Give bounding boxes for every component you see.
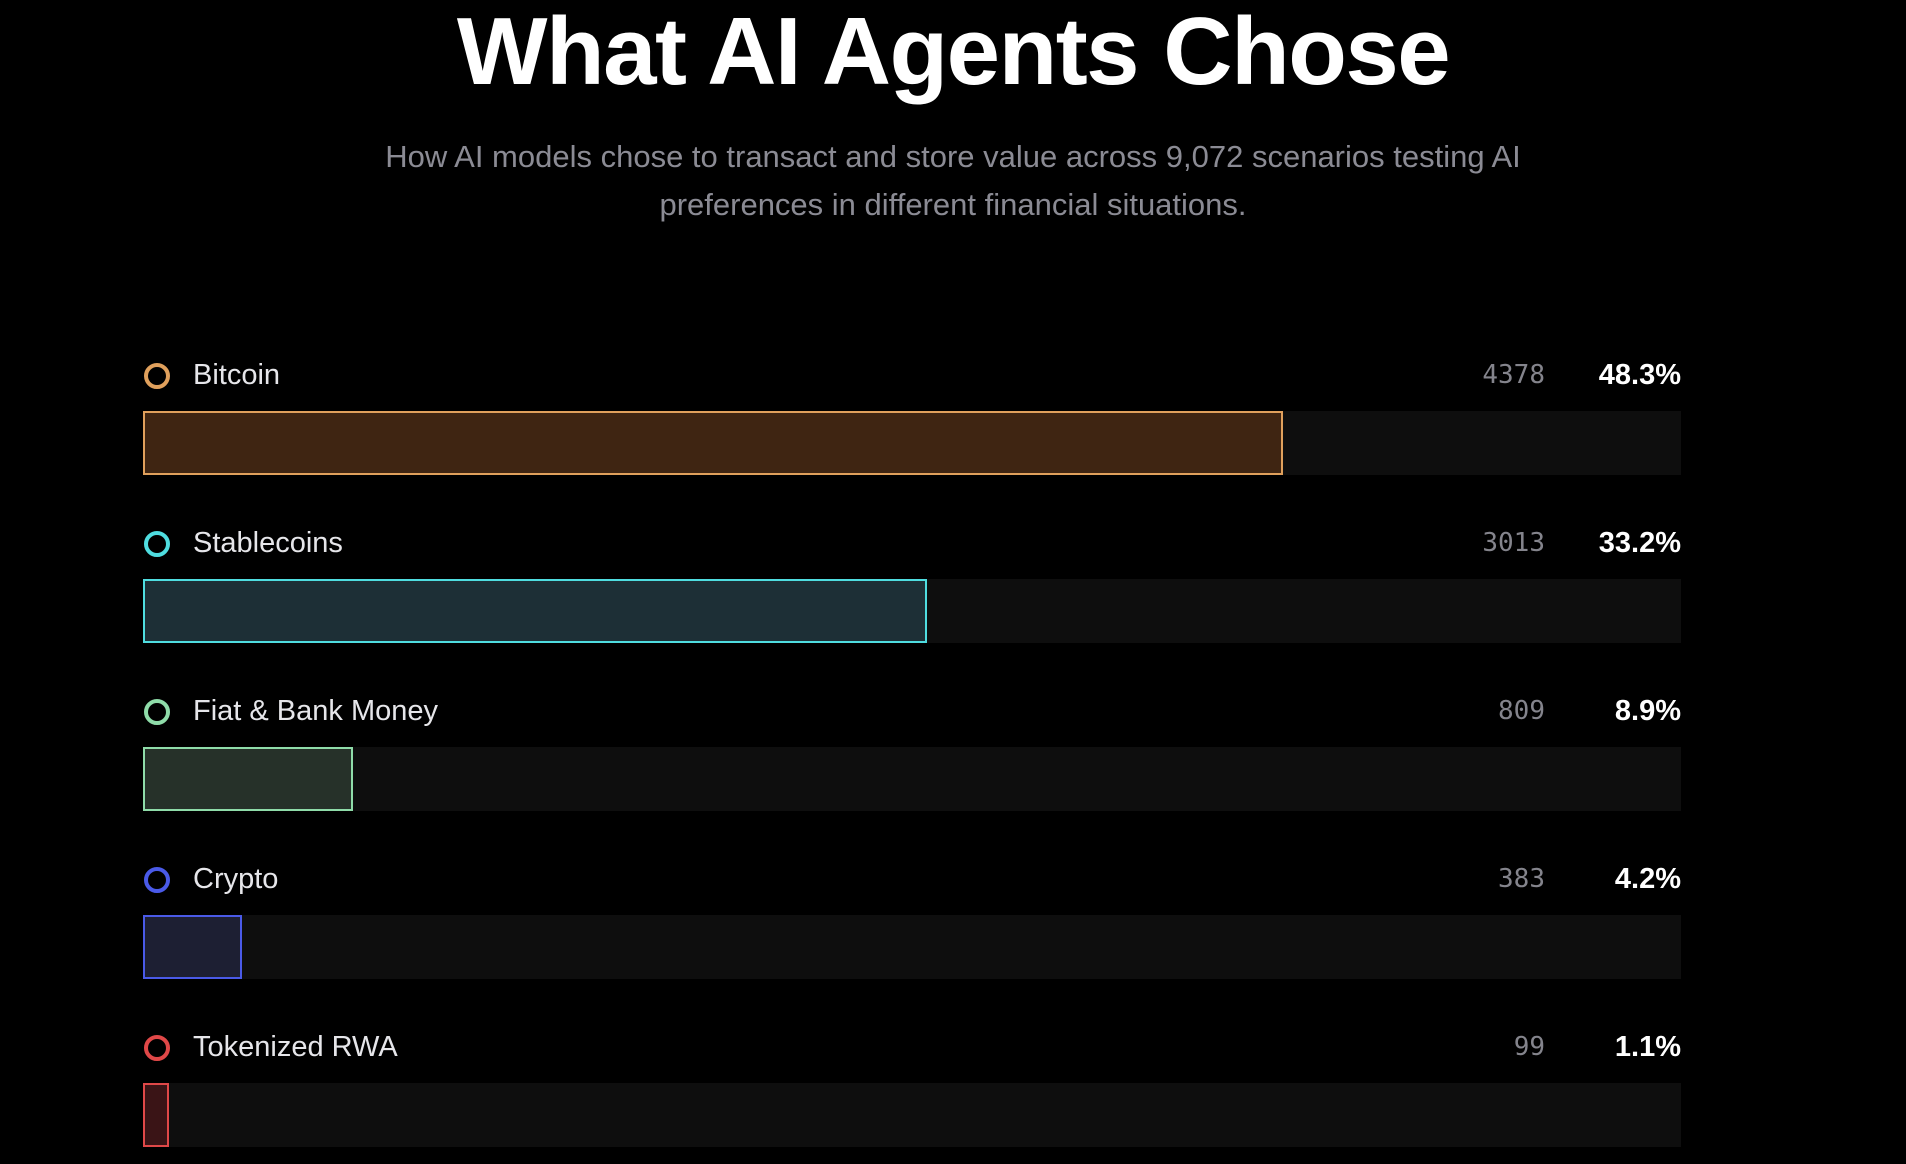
legend-dot-icon [144, 1035, 170, 1061]
bar-row-fiat-bank-money: Fiat & Bank Money 809 8.9% [143, 691, 1681, 859]
bar-track [143, 747, 1681, 811]
bar-row-header: Bitcoin 4378 48.3% [143, 355, 1681, 395]
legend-dot-icon [144, 363, 170, 389]
bar-count: 99 [1513, 1032, 1545, 1062]
bar-track [143, 411, 1681, 475]
bar-label: Crypto [193, 863, 279, 895]
bar-row-crypto: Crypto 383 4.2% [143, 859, 1681, 1027]
bar-percent: 1.1% [1614, 1031, 1681, 1063]
bar-fill [143, 1083, 169, 1147]
bar-count: 383 [1498, 864, 1545, 894]
bar-track [143, 579, 1681, 643]
bar-count: 3013 [1482, 528, 1545, 558]
bar-chart: Bitcoin 4378 48.3% Stablecoins 3013 33.2… [143, 355, 1681, 1164]
bar-track [143, 1083, 1681, 1147]
bar-row-stablecoins: Stablecoins 3013 33.2% [143, 523, 1681, 691]
subtitle-line-2: preferences in different financial situa… [659, 187, 1247, 222]
bar-percent: 48.3% [1598, 359, 1681, 391]
bar-label: Stablecoins [193, 527, 343, 559]
bar-row-tokenized-rwa: Tokenized RWA 99 1.1% [143, 1027, 1681, 1164]
bar-fill [143, 915, 242, 979]
bar-label: Fiat & Bank Money [193, 695, 438, 727]
bar-row-header: Crypto 383 4.2% [143, 859, 1681, 899]
bar-count: 4378 [1482, 360, 1545, 390]
subtitle-line-1: How AI models chose to transact and stor… [385, 139, 1521, 174]
bar-percent: 33.2% [1598, 527, 1681, 559]
bar-fill [143, 747, 353, 811]
page-subtitle: How AI models chose to transact and stor… [253, 133, 1653, 229]
bar-percent: 4.2% [1614, 863, 1681, 895]
bar-row-bitcoin: Bitcoin 4378 48.3% [143, 355, 1681, 523]
bar-label: Tokenized RWA [193, 1031, 398, 1063]
bar-row-header: Tokenized RWA 99 1.1% [143, 1027, 1681, 1067]
legend-dot-icon [144, 699, 170, 725]
legend-dot-icon [144, 867, 170, 893]
bar-fill [143, 579, 927, 643]
bar-count: 809 [1498, 696, 1545, 726]
bar-percent: 8.9% [1614, 695, 1681, 727]
bar-label: Bitcoin [193, 359, 281, 391]
bar-fill [143, 411, 1283, 475]
bar-track [143, 915, 1681, 979]
bar-row-header: Stablecoins 3013 33.2% [143, 523, 1681, 563]
bar-row-header: Fiat & Bank Money 809 8.9% [143, 691, 1681, 731]
page-title: What AI Agents Chose [456, 0, 1451, 105]
legend-dot-icon [144, 531, 170, 557]
